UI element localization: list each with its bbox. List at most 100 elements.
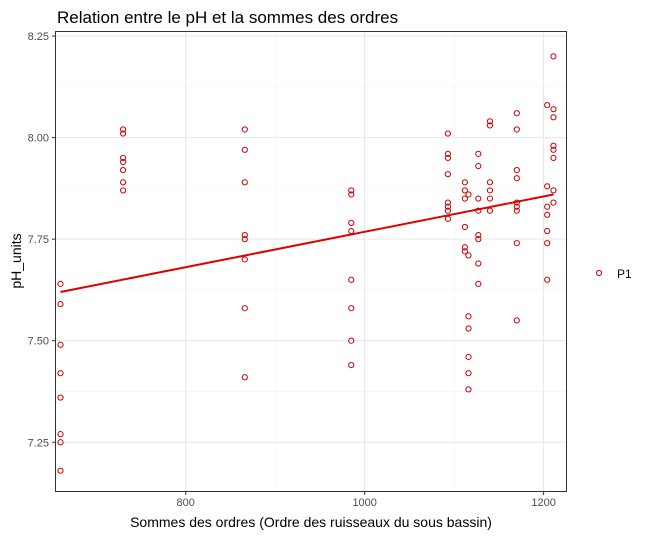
data-point bbox=[513, 175, 520, 182]
data-point bbox=[550, 146, 557, 153]
data-point bbox=[348, 276, 355, 283]
points-group bbox=[57, 53, 557, 474]
y-axis-title: pH_units bbox=[8, 233, 24, 288]
data-point bbox=[544, 203, 551, 210]
data-point bbox=[513, 126, 520, 133]
data-point bbox=[513, 199, 520, 206]
data-point bbox=[465, 386, 472, 393]
y-tick-label: 8.25 bbox=[28, 31, 49, 43]
data-point bbox=[544, 211, 551, 218]
x-axis-title: Sommes des ordres (Ordre des ruisseaux d… bbox=[130, 514, 492, 530]
grid bbox=[56, 32, 566, 491]
data-point bbox=[486, 122, 494, 129]
data-point bbox=[444, 203, 451, 210]
data-point bbox=[461, 179, 468, 186]
data-point bbox=[444, 207, 451, 214]
legend-marker bbox=[595, 269, 603, 277]
data-point bbox=[513, 317, 520, 324]
data-point bbox=[241, 374, 248, 381]
data-point bbox=[465, 353, 472, 361]
y-tick-label: 7.25 bbox=[28, 437, 49, 449]
data-point bbox=[550, 114, 557, 121]
trend-line bbox=[60, 193, 554, 293]
data-point bbox=[465, 370, 472, 377]
data-point bbox=[461, 195, 468, 202]
data-point bbox=[475, 162, 482, 170]
data-point bbox=[513, 110, 520, 117]
x-tick-label: 800 bbox=[177, 497, 195, 509]
data-point bbox=[120, 179, 127, 186]
y-tick-label: 7.50 bbox=[28, 336, 49, 348]
data-point bbox=[465, 325, 472, 332]
data-point bbox=[348, 361, 355, 369]
x-tick-label: 1000 bbox=[352, 497, 376, 509]
data-point bbox=[544, 183, 551, 190]
data-point bbox=[57, 431, 64, 438]
data-point bbox=[550, 106, 557, 113]
trend-line-group bbox=[60, 193, 554, 293]
data-point bbox=[486, 118, 494, 125]
data-point bbox=[444, 130, 451, 137]
data-point bbox=[550, 199, 557, 206]
data-point bbox=[57, 394, 64, 401]
data-point bbox=[486, 187, 494, 194]
data-point bbox=[475, 150, 482, 157]
data-point bbox=[465, 313, 472, 320]
data-point bbox=[461, 223, 468, 231]
data-point bbox=[348, 191, 355, 198]
data-point bbox=[544, 276, 551, 283]
plot-panel bbox=[55, 31, 567, 492]
data-point bbox=[241, 146, 248, 153]
data-point bbox=[544, 227, 551, 235]
data-point bbox=[348, 219, 355, 227]
data-point bbox=[57, 467, 64, 474]
ticks-group: 800 1000 1200 7.25 7.50 7.75 8.00 8.25 bbox=[28, 31, 556, 509]
x-tick-label: 1200 bbox=[531, 497, 555, 509]
data-point bbox=[57, 439, 64, 446]
data-point bbox=[544, 102, 551, 109]
data-point bbox=[120, 187, 127, 194]
legend-label: P1 bbox=[617, 267, 632, 281]
data-point bbox=[475, 195, 482, 202]
data-point bbox=[486, 207, 494, 214]
y-tick-label: 7.75 bbox=[28, 234, 49, 246]
data-point bbox=[57, 280, 64, 287]
data-point bbox=[475, 231, 482, 239]
data-point bbox=[444, 154, 451, 162]
data-point bbox=[348, 187, 355, 194]
data-point bbox=[348, 337, 355, 344]
data-point bbox=[241, 236, 248, 243]
data-point bbox=[241, 126, 248, 133]
chart-title: Relation entre le pH et la sommes des or… bbox=[57, 8, 398, 27]
data-point bbox=[120, 167, 127, 174]
data-point bbox=[465, 252, 472, 259]
data-point bbox=[57, 341, 64, 348]
data-point bbox=[513, 240, 520, 247]
data-point bbox=[475, 280, 482, 287]
data-point bbox=[475, 207, 482, 214]
data-point bbox=[241, 305, 248, 312]
data-point bbox=[120, 158, 127, 166]
data-point bbox=[486, 179, 494, 186]
data-point bbox=[475, 260, 482, 267]
data-point bbox=[486, 195, 494, 202]
data-point bbox=[550, 154, 557, 162]
data-point bbox=[444, 215, 451, 222]
data-point bbox=[241, 231, 248, 239]
data-point bbox=[550, 53, 557, 60]
data-point bbox=[444, 199, 451, 206]
data-point bbox=[475, 236, 482, 243]
data-point bbox=[461, 248, 468, 255]
data-point bbox=[513, 207, 520, 214]
y-tick-label: 8.00 bbox=[28, 133, 49, 145]
data-point bbox=[444, 150, 451, 157]
data-point bbox=[348, 227, 355, 235]
data-point bbox=[120, 126, 127, 133]
legend: P1 bbox=[595, 267, 632, 281]
data-point bbox=[513, 167, 520, 174]
data-point bbox=[465, 191, 472, 198]
data-point bbox=[461, 187, 468, 194]
data-point bbox=[241, 179, 248, 186]
data-point bbox=[120, 130, 127, 137]
